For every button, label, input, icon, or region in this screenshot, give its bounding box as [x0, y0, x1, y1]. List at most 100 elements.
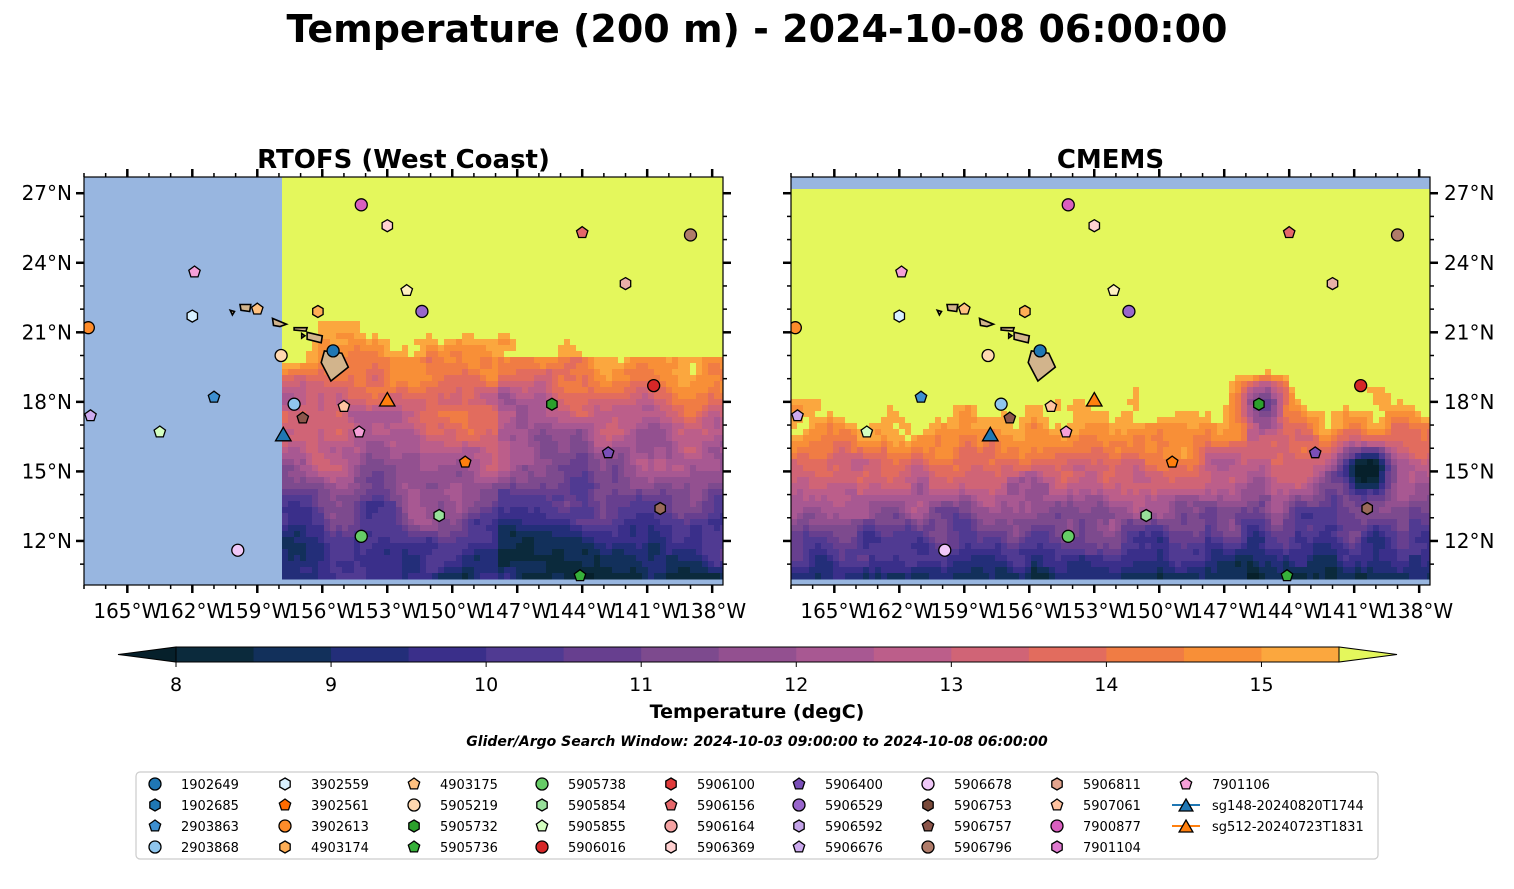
legend-label: 2903868	[181, 841, 239, 856]
platform-5905855	[153, 425, 167, 438]
legend-marker	[148, 819, 162, 832]
x-tick-label: 150°W	[418, 599, 486, 623]
x-tick-label: 138°W	[678, 599, 746, 623]
platform-5905854	[1140, 508, 1153, 523]
platform-7901106	[895, 265, 908, 278]
x-tick-label: 162°W	[865, 599, 933, 623]
platform-5905219	[981, 348, 995, 363]
legend-marker	[535, 840, 549, 854]
legend-label: 5906757	[954, 820, 1012, 835]
figure-title: Temperature (200 m) - 2024-10-08 06:00:0…	[286, 7, 1227, 51]
legend-label: 5906100	[697, 778, 755, 793]
legend-label: 3902613	[311, 820, 369, 835]
legend-marker	[1172, 818, 1200, 833]
y-tick-label: 15°N	[1444, 459, 1494, 483]
platform-5906100b	[1059, 425, 1073, 438]
legend-marker	[664, 819, 678, 833]
legend-label: 7901106	[1212, 778, 1270, 793]
legend-label: 5905219	[440, 799, 498, 814]
colorbar-bin	[1261, 647, 1340, 662]
legend-label: 4903174	[311, 841, 369, 856]
island-7	[1007, 331, 1014, 340]
legend-frame	[135, 771, 1379, 860]
legend-marker	[148, 840, 162, 854]
legend-marker	[1050, 798, 1064, 811]
platform-1902649	[1033, 344, 1047, 358]
x-tick-label: 156°W	[995, 599, 1063, 623]
legend-label: sg148-20240820T1744	[1212, 799, 1364, 814]
platform-1902649	[326, 344, 340, 358]
colorbar-bin	[1183, 647, 1262, 662]
colorbar-tick-label: 8	[170, 674, 182, 696]
legend-label: 4903175	[440, 778, 498, 793]
platform-3902559	[893, 309, 906, 323]
island-3	[1000, 326, 1016, 333]
legend-label: 5906811	[1083, 778, 1141, 793]
platform-sg148-20240820T1744	[981, 426, 1000, 442]
x-tick-label: 150°W	[1125, 599, 1193, 623]
platform-7900877	[354, 198, 368, 212]
x-tick-label: 159°W	[223, 599, 291, 623]
platform-5905854	[433, 508, 446, 523]
legend-marker	[1172, 797, 1200, 812]
colorbar-tick-label: 11	[629, 674, 653, 696]
colorbar-bin	[176, 647, 255, 662]
island-3	[293, 326, 309, 333]
legend-label: 7900877	[1083, 820, 1141, 835]
platform-5905732	[546, 397, 558, 411]
cmems-panel: 165°W162°W159°W156°W153°W150°W147°W144°W…	[783, 145, 1494, 623]
platform-5906016	[647, 378, 661, 393]
legend-marker	[1051, 777, 1063, 791]
legend-marker	[535, 819, 549, 832]
platform-7901104	[619, 276, 632, 291]
island-4	[978, 317, 996, 328]
platform-3902613	[84, 321, 95, 335]
y-tick-label: 24°N	[22, 251, 72, 275]
platform-3902561b	[1165, 455, 1179, 468]
platform-5907061	[337, 399, 351, 413]
platform-5906678	[231, 543, 245, 557]
x-tick-label: 153°W	[353, 599, 421, 623]
search-window-text: Glider/Argo Search Window: 2024-10-03 09…	[466, 734, 1048, 750]
platform-2903863	[207, 390, 221, 403]
colorbar-tick-label: 12	[784, 674, 808, 696]
platform-5906369	[1088, 218, 1101, 233]
temperature-field	[791, 189, 1430, 580]
legend-label: 5906676	[825, 841, 883, 856]
legend-label: 5906400	[825, 778, 883, 793]
legend-marker	[279, 840, 291, 854]
legend-label: 5906753	[954, 799, 1012, 814]
y-tick-label: 15°N	[22, 459, 72, 483]
platform-5905855	[860, 425, 874, 438]
colorbar-over-extension	[1338, 646, 1398, 663]
legend-label: 3902559	[311, 778, 369, 793]
platform-5906369	[381, 218, 394, 233]
island-2	[306, 331, 324, 344]
platform-4903174	[1019, 304, 1031, 319]
platform-2903868	[994, 397, 1008, 411]
legend-label: 5905738	[568, 778, 626, 793]
platform-5906156	[575, 225, 589, 239]
colorbar: 8 9 10 11 12 13 14 15	[117, 646, 1398, 696]
axis-ticks	[783, 169, 1438, 593]
platform-5906796	[683, 228, 698, 242]
colorbar-bin	[331, 647, 410, 662]
map-panels: 165°W162°W159°W156°W153°W150°W147°W144°W…	[22, 145, 1495, 623]
legend-marker	[407, 798, 421, 812]
platform-4903175	[250, 302, 264, 315]
legend-label: 7901104	[1083, 841, 1141, 856]
legend-marker	[408, 819, 420, 833]
panel-title: CMEMS	[1057, 145, 1164, 175]
platform-5905738	[1061, 529, 1075, 543]
platform-5906156	[1282, 225, 1296, 239]
colorbar-frame	[175, 646, 1340, 663]
legend-label: 5906796	[954, 841, 1012, 856]
axes-frame	[83, 176, 724, 586]
x-tick-label: 138°W	[1385, 599, 1453, 623]
legend-label: 5906369	[697, 841, 755, 856]
legend-marker	[664, 798, 678, 811]
x-tick-label: 141°W	[613, 599, 681, 623]
x-tick-label: 156°W	[288, 599, 356, 623]
legend-marker	[793, 819, 805, 833]
legend-label: 5906156	[697, 799, 755, 814]
